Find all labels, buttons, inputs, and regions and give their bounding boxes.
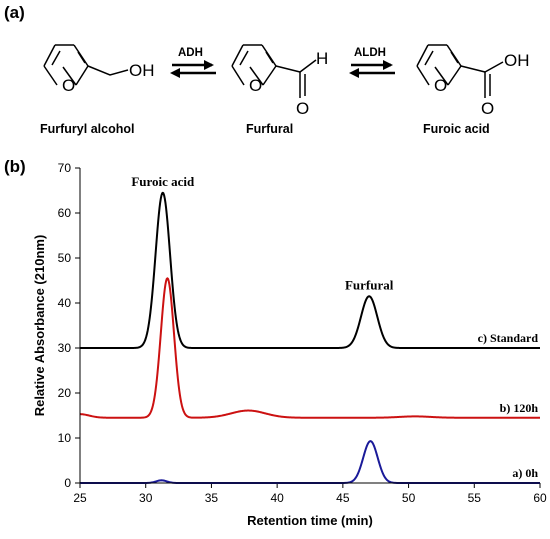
y-tick-label: 0: [64, 476, 71, 490]
trace-label: c) Standard: [478, 331, 539, 345]
furfuryl-alcohol-oxygen: O: [62, 76, 75, 95]
y-tick-label: 40: [58, 296, 72, 310]
y-tick-label: 20: [58, 386, 72, 400]
furfural-carbonyl-oxygen: O: [296, 99, 309, 118]
furfuryl-alcohol-structure: [43, 44, 129, 86]
peak-annotation: Furoic acid: [131, 174, 195, 189]
adh-equilibrium-arrows: [170, 60, 216, 78]
reaction-scheme: (a) O OH Furfuryl alcohol ADH: [4, 3, 530, 136]
panel-a-label: (a): [4, 3, 25, 22]
trace-line-2: [79, 440, 541, 484]
x-axis-title: Retention time (min): [247, 513, 373, 528]
aldh-equilibrium-arrows: [349, 60, 395, 78]
furoic-acid-ring-oxygen: O: [434, 76, 447, 95]
chromatogram-traces: [79, 191, 541, 484]
trace-label: a) 0h: [512, 466, 538, 480]
furfural-oxygen: O: [249, 76, 262, 95]
y-tick-label: 70: [58, 161, 72, 175]
chromatogram-panel: (b) 0 10 20 30 40 50 60 70 25 30 35 40 45 50 55 60 Fur…: [4, 157, 547, 528]
peak-annotations: Furoic acid Furfural: [131, 174, 393, 293]
y-tick-label: 10: [58, 431, 72, 445]
y-axis-ticks: 0 10 20 30 40 50 60 70: [58, 161, 80, 490]
x-tick-label: 60: [533, 491, 547, 505]
x-tick-label: 25: [73, 491, 87, 505]
furoic-acid-name: Furoic acid: [423, 122, 490, 136]
x-tick-label: 40: [270, 491, 284, 505]
trace-line-0: [79, 191, 541, 349]
x-tick-label: 50: [402, 491, 416, 505]
x-tick-label: 35: [205, 491, 219, 505]
peak-annotation: Furfural: [345, 278, 394, 293]
furoic-acid-carbonyl-oxygen: O: [481, 99, 494, 118]
adh-label: ADH: [178, 47, 203, 59]
aldh-label: ALDH: [354, 47, 386, 59]
x-tick-label: 30: [139, 491, 153, 505]
trace-line-1: [79, 277, 541, 419]
x-tick-label: 55: [468, 491, 482, 505]
x-tick-label: 45: [336, 491, 350, 505]
chromatogram-chart: 0 10 20 30 40 50 60 70 25 30 35 40 45 50 55 60 Furoic …: [32, 161, 547, 528]
trace-labels: c) Standard b) 120h a) 0h: [478, 331, 539, 480]
furfural-aldehyde-hydrogen: H: [316, 49, 328, 68]
panel-b-label: (b): [4, 157, 26, 176]
x-axis-ticks: 25 30 35 40 45 50 55 60: [73, 483, 547, 505]
furfural-name: Furfural: [246, 122, 293, 136]
y-axis-title: Relative Absorbance (210nm): [32, 235, 47, 417]
furoic-acid-hydroxyl: OH: [504, 51, 530, 70]
y-tick-label: 60: [58, 206, 72, 220]
y-tick-label: 30: [58, 341, 72, 355]
furfuryl-alcohol-name: Furfuryl alcohol: [40, 122, 134, 136]
furfuryl-alcohol-hydroxyl: OH: [129, 61, 155, 80]
trace-label: b) 120h: [500, 401, 539, 415]
furfural-structure: [231, 44, 317, 98]
y-tick-label: 50: [58, 251, 72, 265]
furoic-acid-structure: [416, 44, 504, 98]
